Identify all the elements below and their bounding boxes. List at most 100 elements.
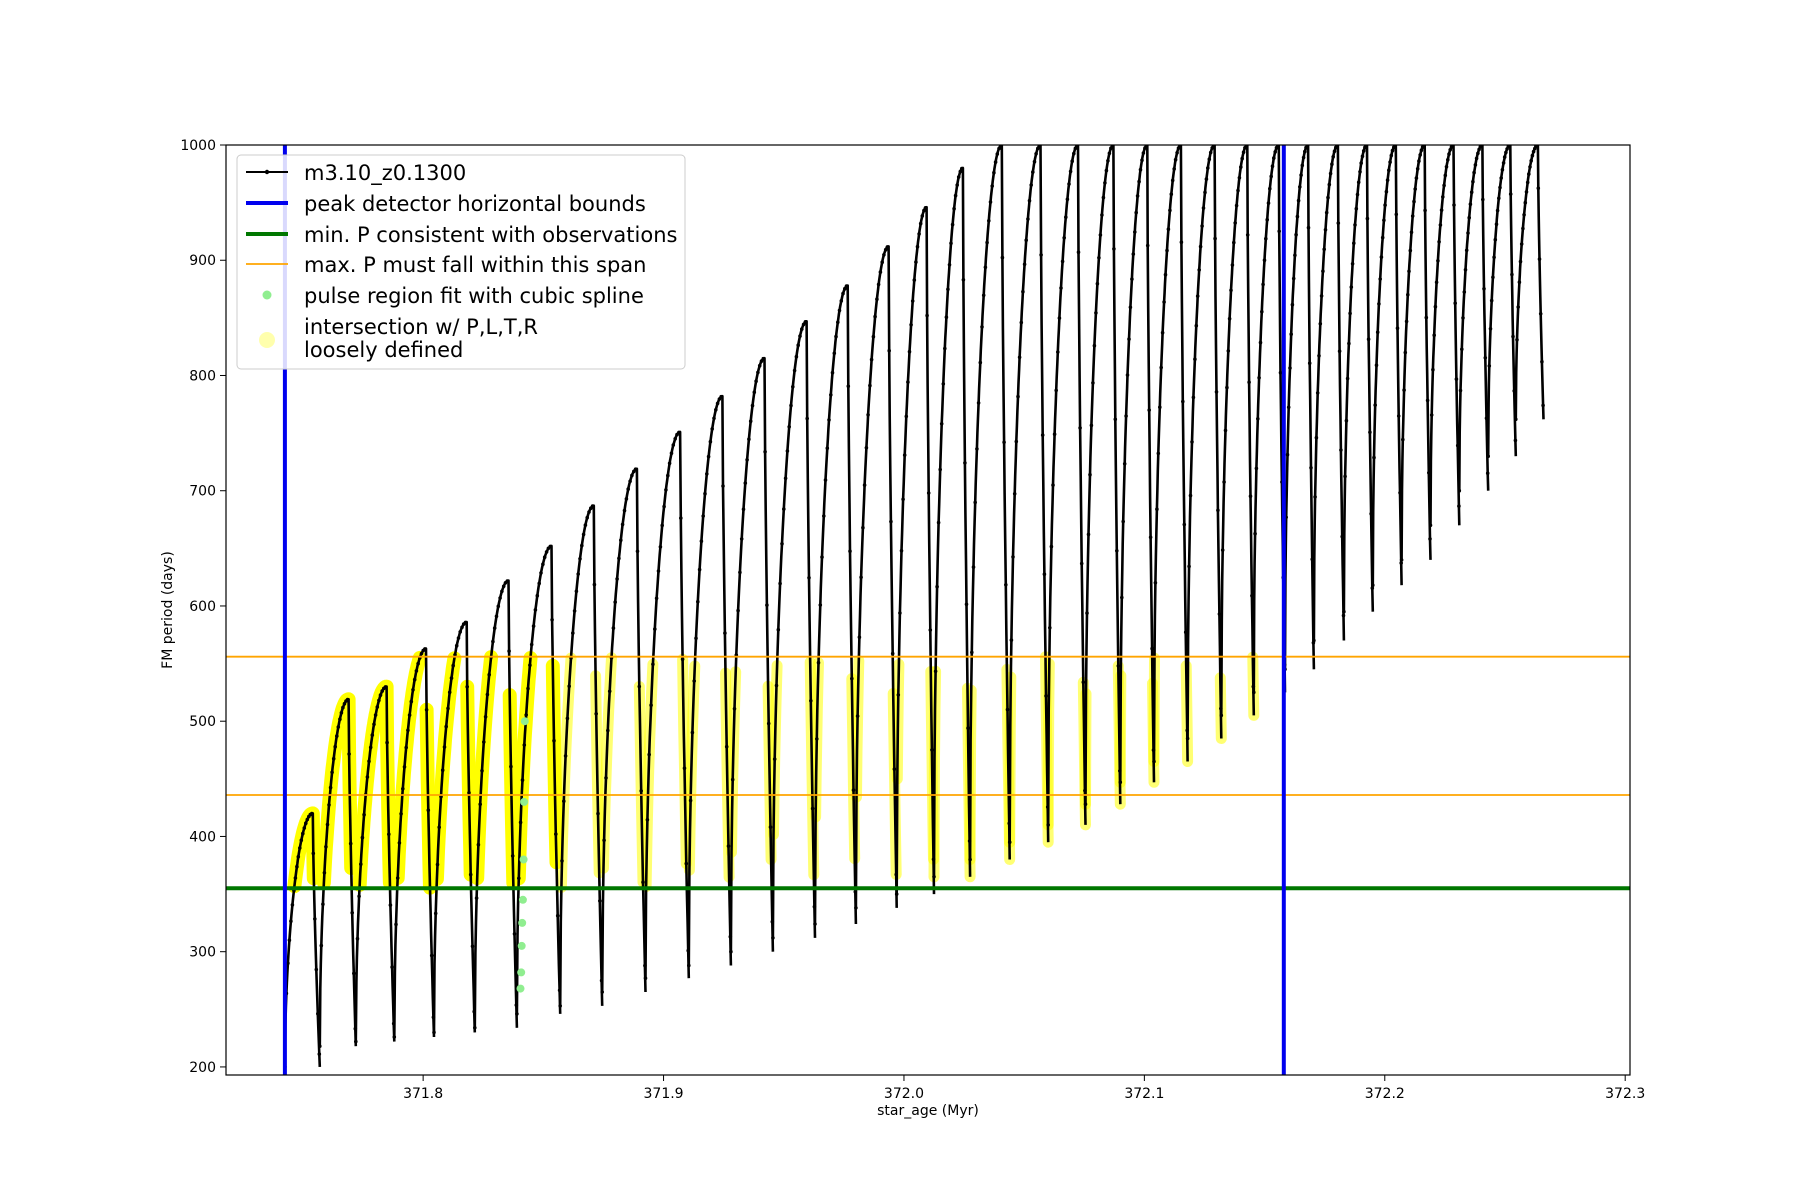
- series-line-pulse: [318, 697, 358, 1047]
- series-point: [1062, 236, 1066, 240]
- series-line-pulse: [354, 685, 396, 1042]
- series-point: [846, 384, 851, 389]
- legend-label-spline: pulse region fit with cubic spline: [304, 284, 644, 308]
- series-point: [708, 439, 713, 444]
- series-point: [580, 543, 584, 548]
- series-point: [1404, 319, 1409, 324]
- series-point: [1315, 391, 1320, 395]
- series-point: [1158, 405, 1162, 410]
- series-point: [776, 627, 781, 632]
- series-point: [1293, 253, 1297, 258]
- series-point: [1278, 370, 1283, 375]
- series-point: [1417, 159, 1421, 163]
- series-point: [305, 817, 310, 822]
- series-point: [467, 791, 471, 795]
- series-point: [1486, 454, 1490, 459]
- series-point: [1513, 438, 1518, 443]
- series-line-pulse: [1220, 145, 1256, 716]
- series-point: [1428, 523, 1433, 528]
- series-point: [1382, 218, 1386, 223]
- series-point: [290, 903, 295, 907]
- series-point: [1461, 316, 1465, 320]
- series-line-pulse: [283, 812, 322, 1067]
- series-point: [542, 555, 547, 559]
- series-point: [729, 949, 733, 954]
- series-point: [1462, 290, 1467, 294]
- series-point: [1317, 354, 1321, 358]
- series-point: [1049, 544, 1054, 549]
- series-point: [791, 385, 795, 389]
- series-point: [1377, 302, 1381, 306]
- series-point: [395, 876, 400, 880]
- series-point: [1348, 311, 1352, 316]
- series-point: [1408, 248, 1413, 253]
- series-point: [885, 245, 890, 249]
- series-point: [473, 1026, 477, 1030]
- series-point: [763, 450, 767, 454]
- series-point: [997, 146, 1001, 151]
- series-point: [1150, 646, 1154, 651]
- series-point: [980, 325, 984, 329]
- series-point: [1523, 200, 1528, 205]
- series-point: [896, 693, 901, 697]
- series-point: [451, 663, 456, 668]
- series-line-pulse: [1312, 145, 1346, 641]
- spline-point: [517, 968, 526, 977]
- series-point: [373, 713, 378, 717]
- series-point: [330, 770, 334, 775]
- series-point: [478, 802, 483, 807]
- series-point: [953, 193, 958, 198]
- series-point: [1460, 347, 1464, 352]
- series-point: [958, 169, 963, 174]
- series-point: [1232, 240, 1236, 245]
- series-point: [401, 787, 405, 791]
- series-point: [509, 764, 513, 769]
- series-point: [1504, 150, 1508, 155]
- series-point: [483, 715, 488, 719]
- series-point: [936, 520, 941, 525]
- series-point: [1355, 192, 1360, 197]
- series-point: [1065, 197, 1070, 202]
- series-point: [866, 413, 870, 417]
- series-point: [377, 698, 381, 703]
- series-point: [930, 748, 934, 752]
- series-point: [465, 685, 470, 689]
- series-point: [841, 291, 845, 296]
- series-point: [458, 630, 463, 634]
- horizontal-reference-lines: [226, 655, 1630, 891]
- x-tick-label: 371.9: [644, 1086, 684, 1102]
- series-point: [565, 716, 570, 721]
- series-point: [1029, 183, 1033, 187]
- series-point: [743, 481, 748, 485]
- series-point: [857, 635, 862, 639]
- series-point: [1122, 462, 1127, 466]
- series-point: [581, 532, 586, 537]
- series-point: [293, 876, 298, 880]
- series-point: [869, 357, 874, 362]
- series-point: [910, 299, 915, 303]
- series-point: [432, 1030, 436, 1035]
- series-point: [482, 740, 486, 744]
- series-point: [1358, 170, 1362, 174]
- series-point: [380, 689, 385, 693]
- series-point: [1216, 508, 1220, 513]
- series-point: [730, 777, 735, 782]
- series-point: [1240, 156, 1244, 161]
- series-point: [723, 631, 727, 635]
- series-point: [1485, 471, 1490, 476]
- series-point: [1540, 359, 1544, 364]
- series-point: [1313, 495, 1317, 499]
- series-point: [935, 584, 939, 589]
- series-point: [1396, 414, 1401, 418]
- series-point: [1384, 189, 1389, 194]
- series-point: [941, 382, 946, 386]
- series-point: [388, 903, 393, 907]
- series-point: [574, 589, 579, 594]
- series-point: [741, 507, 746, 512]
- y-tick-label: 700: [189, 484, 216, 500]
- series-point: [507, 649, 511, 653]
- series-point: [964, 602, 969, 607]
- series-point: [1128, 305, 1133, 310]
- series-point: [680, 657, 685, 661]
- series-point: [690, 730, 695, 735]
